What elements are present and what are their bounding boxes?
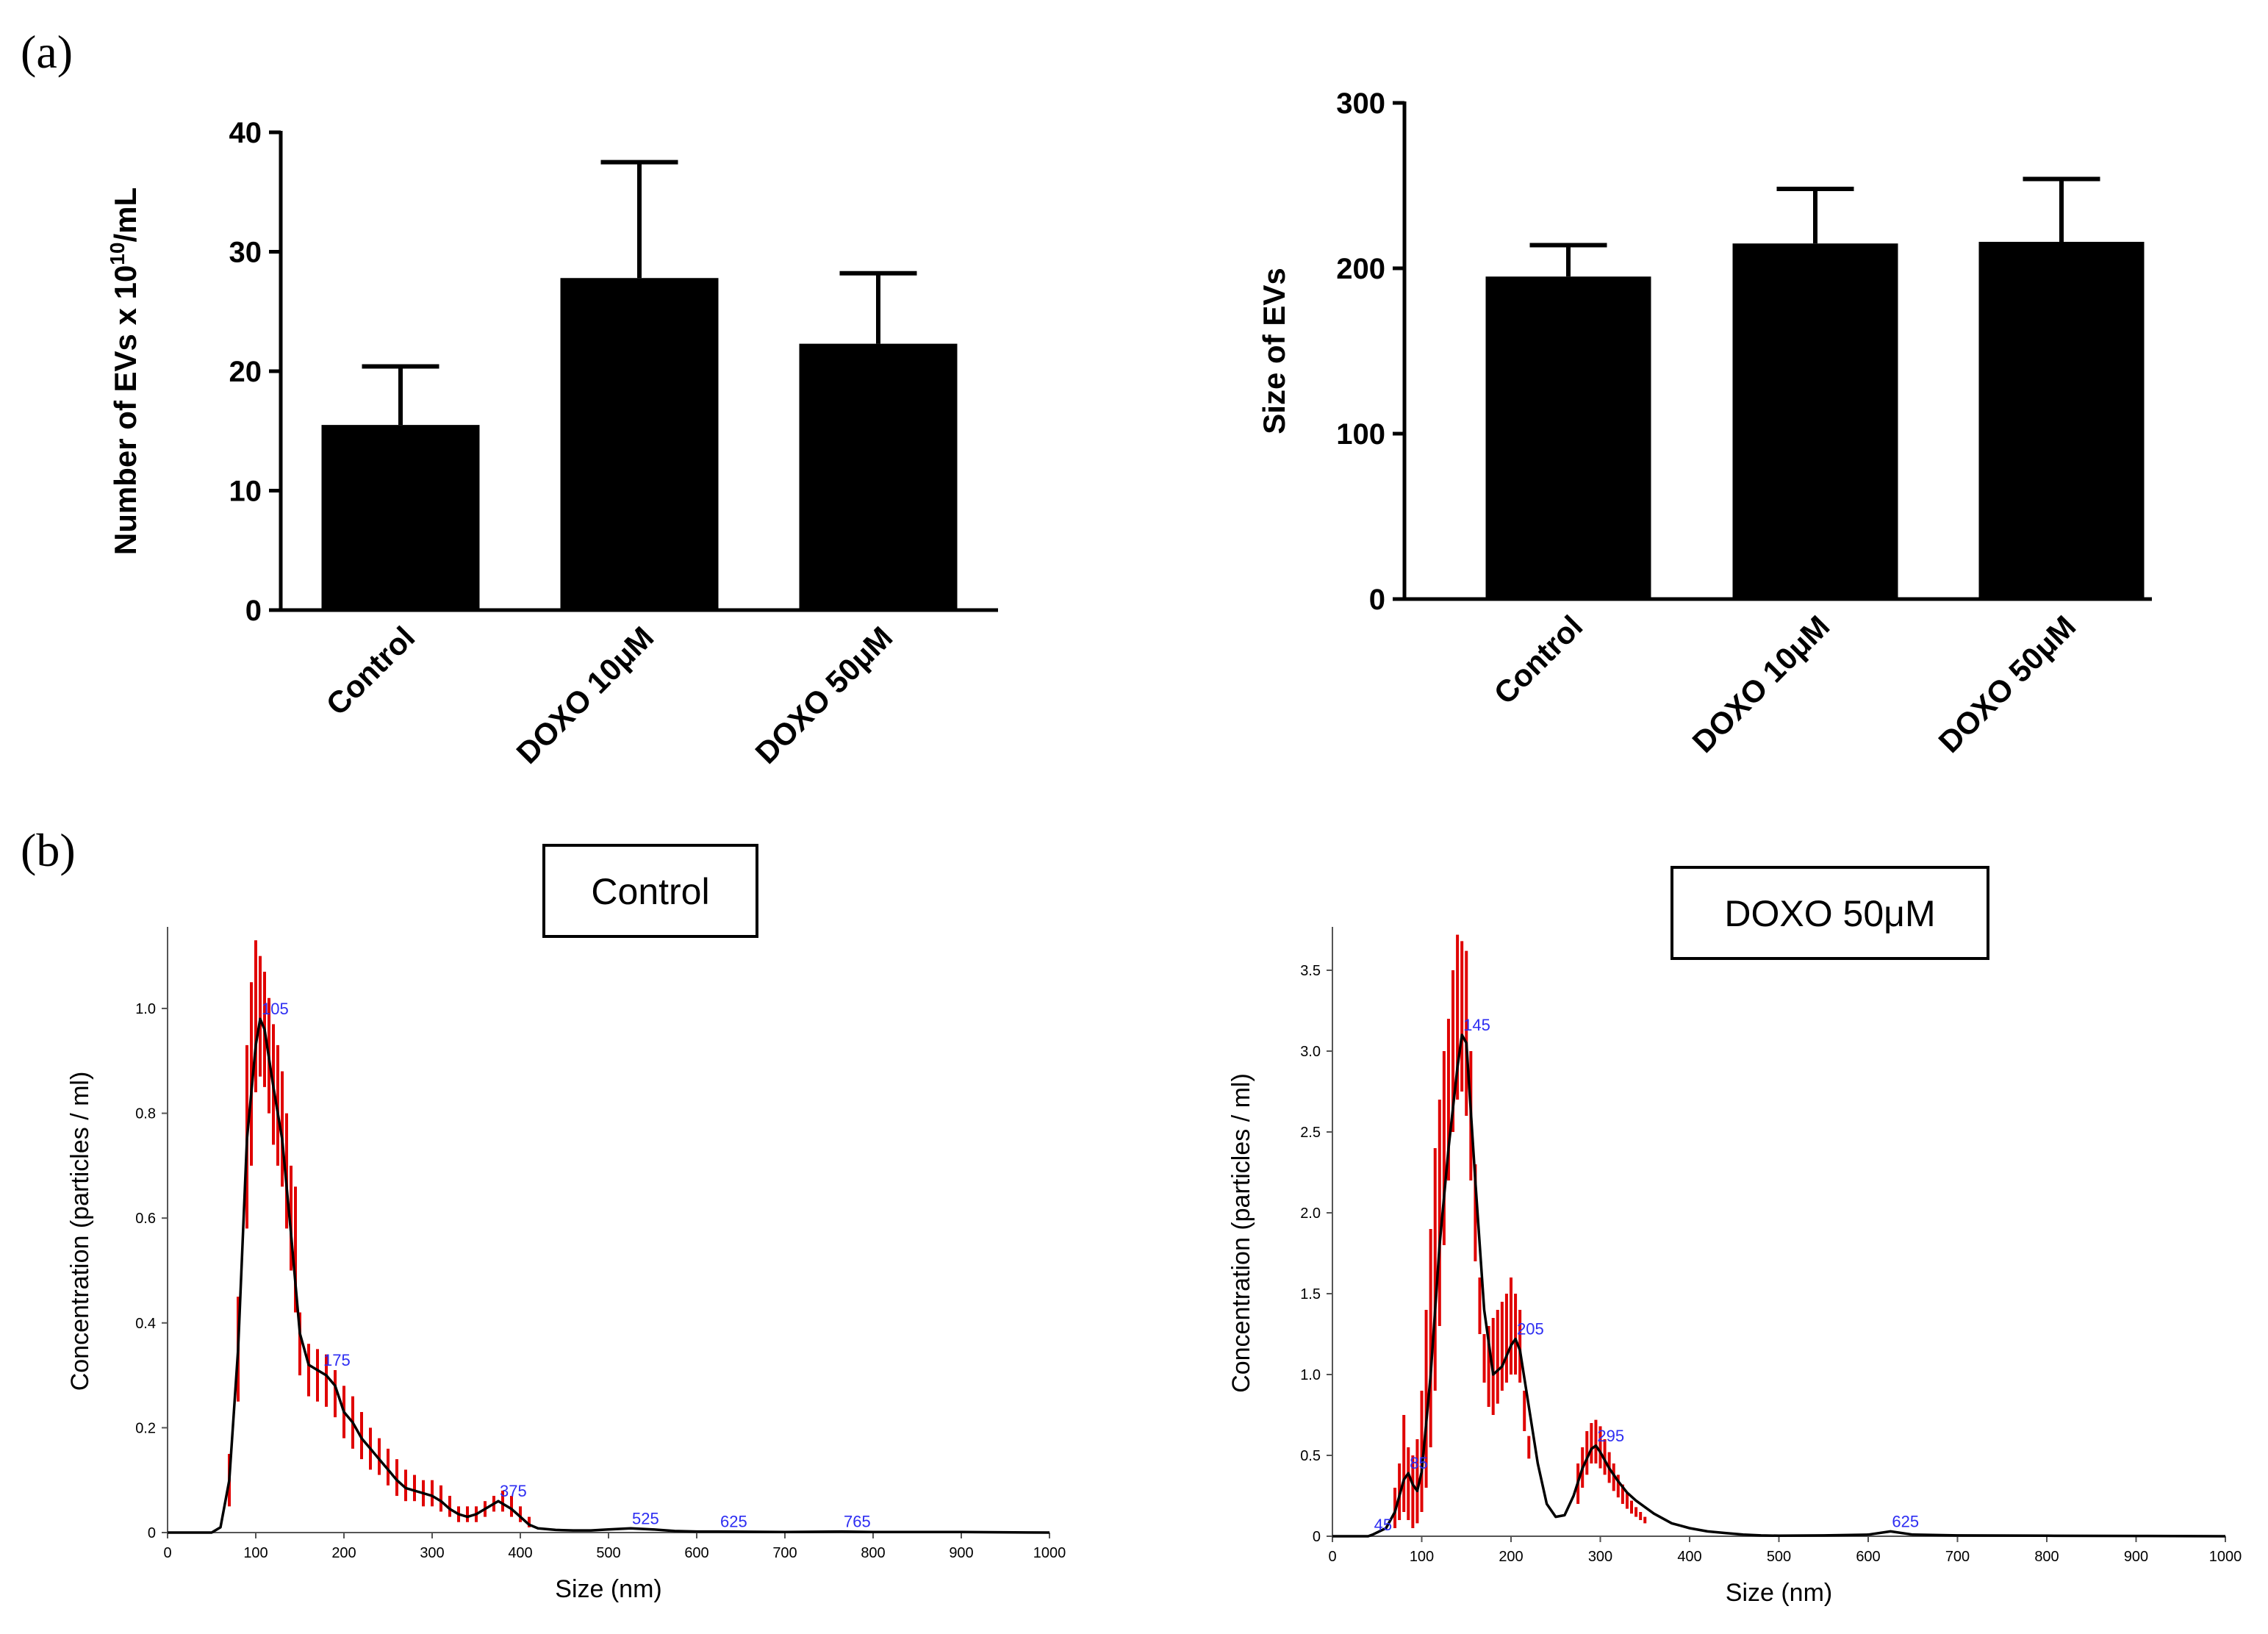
y-tick-label: 0 — [148, 1525, 156, 1541]
y-tick-label: 0 — [1369, 584, 1385, 616]
peak-label: 295 — [1597, 1427, 1624, 1445]
x-tick-label: 600 — [684, 1545, 708, 1561]
y-tick-label: 10 — [229, 476, 262, 508]
bar-chart-ev-count: 0 10 20 30 40 Control DOXO 10μM DOXO 50μM Number… — [106, 117, 998, 770]
x-tick-label: 0 — [163, 1545, 171, 1561]
y-axis-title: Concentration (particles / ml) — [1227, 1073, 1255, 1393]
peak-label: 625 — [1892, 1512, 1919, 1530]
x-tick-label: 200 — [1499, 1549, 1523, 1565]
distribution-curve — [168, 1017, 1050, 1534]
y-tick-label: 0 — [245, 595, 262, 627]
peak-label: 105 — [262, 1000, 289, 1018]
peak-label: 145 — [1463, 1016, 1490, 1034]
chart-title: Control — [591, 871, 709, 912]
category-label: Control — [320, 620, 422, 722]
peak-label: 45 — [1374, 1516, 1392, 1534]
x-tick-label: 0 — [1328, 1549, 1336, 1565]
x-axis-title: Size (nm) — [555, 1575, 661, 1603]
bar — [1485, 276, 1651, 599]
x-tick-label: 300 — [420, 1545, 444, 1561]
peak-label: 175 — [323, 1351, 351, 1369]
peak-label: 765 — [844, 1513, 871, 1531]
panel-label-b: (b) — [21, 824, 76, 876]
y-axis-title-main: Number of EVs x 10 — [108, 265, 143, 555]
y-tick-label: 1.5 — [1300, 1286, 1321, 1302]
y-tick-label: 100 — [1336, 418, 1385, 451]
y-tick-label: 1.0 — [135, 1001, 156, 1017]
distribution-chart-doxo50: DOXO 50μM 0 100 200 300 400 500 600 700 800 900 100… — [1227, 866, 2242, 1607]
bar — [560, 278, 719, 610]
y-tick-label: 2.5 — [1300, 1125, 1321, 1141]
y-axis-title: Size of EVs — [1257, 268, 1291, 434]
x-tick-label: 400 — [508, 1545, 532, 1561]
y-tick-label: 300 — [1336, 87, 1385, 120]
x-tick-label: 500 — [1767, 1549, 1791, 1565]
y-axis-title: Concentration (particles / ml) — [66, 1072, 94, 1391]
peak-label: 205 — [1517, 1320, 1544, 1339]
chart-title: DOXO 50μM — [1724, 893, 1935, 934]
category-label: DOXO 10μM — [509, 620, 660, 770]
category-label: DOXO 50μM — [1931, 609, 2082, 759]
y-tick-label: 0.4 — [135, 1316, 156, 1332]
bar — [1978, 242, 2145, 599]
y-tick-label: 0 — [1313, 1529, 1321, 1545]
title-box — [542, 844, 758, 938]
bar-chart-ev-size: 0 100 200 300 Control DOXO 10μM DOXO 50μM Size … — [1257, 87, 2152, 759]
y-axis-title-exponent: 10 — [106, 243, 129, 265]
y-tick-label: 0.5 — [1300, 1448, 1321, 1464]
title-box — [1671, 866, 1989, 960]
bar — [799, 343, 958, 610]
y-axis-title: Number of EVs x 1010/mL — [106, 187, 143, 555]
y-tick-label: 0.2 — [135, 1420, 156, 1436]
y-tick-label: 200 — [1336, 253, 1385, 285]
y-tick-label: 0.6 — [135, 1211, 156, 1227]
peak-label: 85 — [1410, 1454, 1427, 1472]
x-tick-label: 900 — [2124, 1549, 2148, 1565]
x-tick-label: 200 — [331, 1545, 356, 1561]
category-label: Control — [1488, 609, 1590, 711]
x-tick-label: 100 — [243, 1545, 268, 1561]
x-tick-label: 700 — [1945, 1549, 1970, 1565]
x-tick-label: 500 — [596, 1545, 620, 1561]
x-tick-label: 1000 — [1033, 1545, 1066, 1561]
peak-label: 525 — [632, 1509, 659, 1527]
y-tick-label: 3.0 — [1300, 1044, 1321, 1060]
y-tick-label: 3.5 — [1300, 963, 1321, 979]
y-tick-label: 30 — [229, 237, 262, 269]
x-tick-label: 300 — [1588, 1549, 1612, 1565]
peak-label: 375 — [500, 1482, 527, 1500]
x-tick-label: 1000 — [2209, 1549, 2242, 1565]
x-tick-label: 800 — [861, 1545, 885, 1561]
y-tick-label: 1.0 — [1300, 1367, 1321, 1383]
x-tick-label: 100 — [1410, 1549, 1434, 1565]
y-tick-label: 2.0 — [1300, 1205, 1321, 1222]
x-tick-label: 700 — [772, 1545, 797, 1561]
peak-label: 625 — [720, 1513, 747, 1531]
x-axis-title: Size (nm) — [1726, 1579, 1832, 1607]
x-tick-label: 800 — [2034, 1549, 2059, 1565]
distribution-curve — [1332, 1033, 2226, 1538]
distribution-chart-control: Control 0 100 200 300 400 500 600 700 800 900 1000 0… — [66, 844, 1066, 1603]
x-tick-label: 900 — [949, 1545, 973, 1561]
panel-label-a: (a) — [21, 26, 73, 78]
y-axis-title-tail: /mL — [108, 187, 143, 243]
category-label: DOXO 50μM — [748, 620, 899, 770]
x-tick-label: 400 — [1677, 1549, 1701, 1565]
y-tick-label: 40 — [229, 117, 262, 149]
category-label: DOXO 10μM — [1685, 609, 1836, 759]
y-tick-label: 0.8 — [135, 1106, 156, 1122]
bar — [1732, 243, 1898, 599]
y-tick-label: 20 — [229, 356, 262, 388]
x-tick-label: 600 — [1856, 1549, 1880, 1565]
bar — [321, 425, 480, 610]
